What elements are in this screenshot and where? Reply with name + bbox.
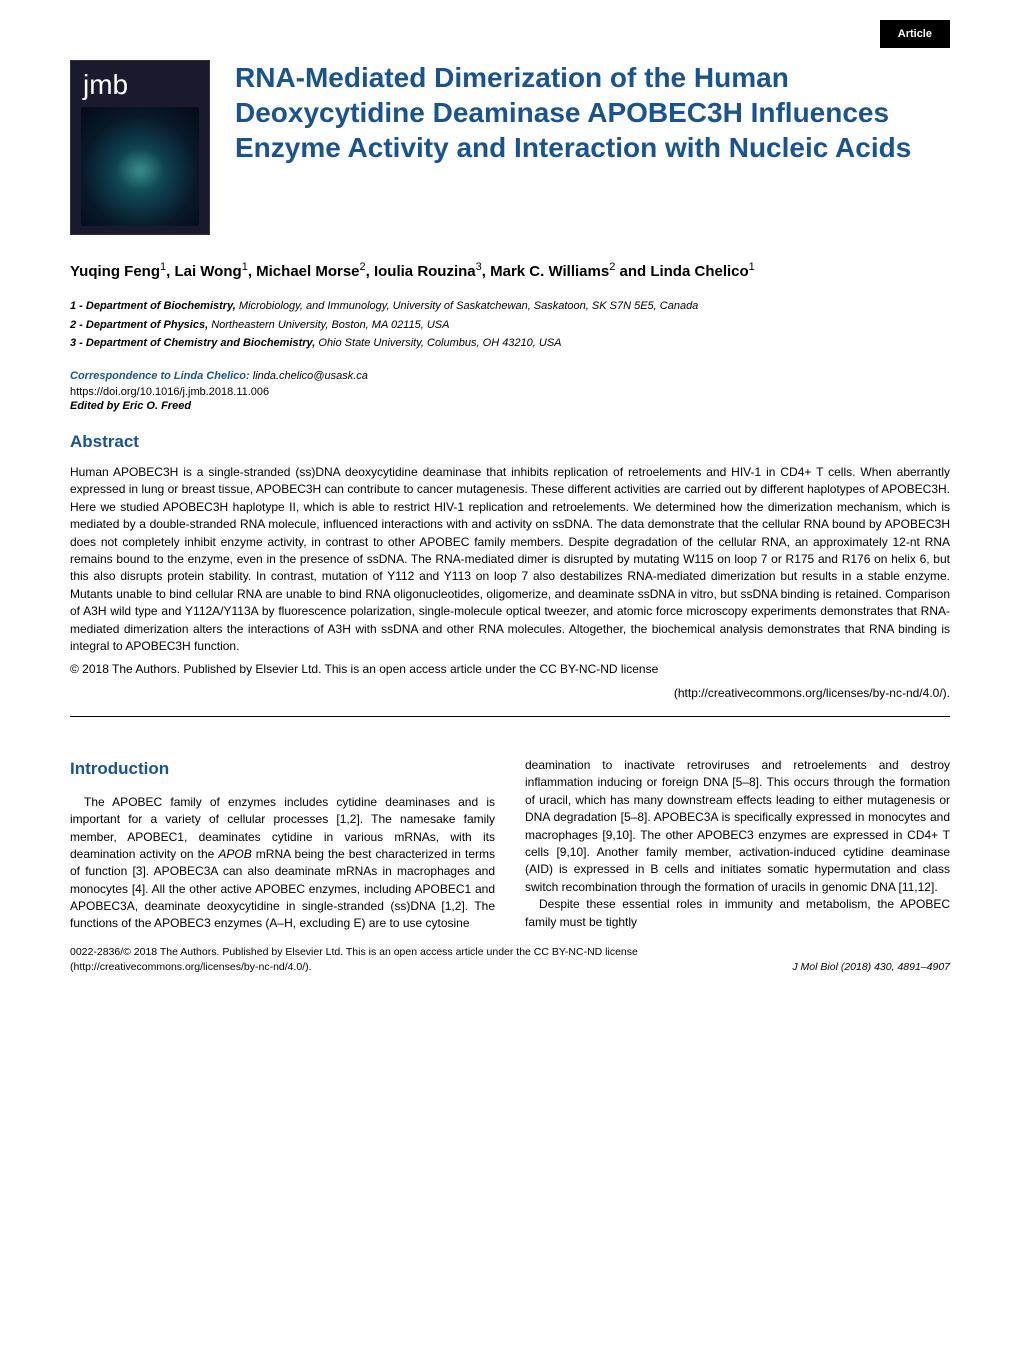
- column-right: deamination to inactivate retroviruses a…: [525, 757, 950, 933]
- correspondence-label: Correspondence to Linda Chelico:: [70, 370, 250, 382]
- intro-paragraph-2: Despite these essential roles in immunit…: [525, 896, 950, 931]
- footer-citation: J Mol Biol (2018) 430, 4891–4907: [772, 960, 950, 975]
- abstract-copyright: © 2018 The Authors. Published by Elsevie…: [70, 661, 950, 678]
- author-list: Yuqing Feng1, Lai Wong1, Michael Morse2,…: [70, 260, 950, 282]
- affiliation-line: 1 - Department of Biochemistry, Microbio…: [70, 298, 950, 315]
- header-block: jmb RNA-Mediated Dimerization of the Hum…: [70, 60, 950, 235]
- journal-logo: jmb: [70, 60, 210, 235]
- abstract-heading: Abstract: [70, 432, 950, 452]
- title-block: RNA-Mediated Dimerization of the Human D…: [235, 60, 950, 179]
- affiliation-line: 3 - Department of Chemistry and Biochemi…: [70, 335, 950, 352]
- article-page: Article jmb RNA-Mediated Dimerization of…: [0, 0, 1020, 1014]
- introduction-heading: Introduction: [70, 757, 495, 782]
- intro-paragraph-1: The APOBEC family of enzymes includes cy…: [70, 794, 495, 933]
- correspondence-line: Correspondence to Linda Chelico: linda.c…: [70, 368, 950, 385]
- doi-link[interactable]: https://doi.org/10.1016/j.jmb.2018.11.00…: [70, 386, 950, 398]
- footer-block: 0022-2836/© 2018 The Authors. Published …: [70, 945, 950, 974]
- edited-by-line: Edited by Eric O. Freed: [70, 400, 950, 412]
- correspondence-email: linda.chelico@usask.ca: [253, 370, 368, 382]
- journal-cover-image: [81, 107, 199, 226]
- body-two-column: Introduction The APOBEC family of enzyme…: [70, 757, 950, 933]
- intro-paragraph-1-cont: deamination to inactivate retroviruses a…: [525, 757, 950, 896]
- section-divider: [70, 716, 950, 717]
- article-type-badge: Article: [880, 20, 950, 48]
- abstract-body: Human APOBEC3H is a single-stranded (ss)…: [70, 464, 950, 655]
- affiliation-line: 2 - Department of Physics, Northeastern …: [70, 317, 950, 334]
- column-left: Introduction The APOBEC family of enzyme…: [70, 757, 495, 933]
- abstract-license-url: (http://creativecommons.org/licenses/by-…: [70, 685, 950, 702]
- footer-license-text: 0022-2836/© 2018 The Authors. Published …: [70, 945, 772, 974]
- article-title: RNA-Mediated Dimerization of the Human D…: [235, 60, 950, 165]
- journal-logo-text: jmb: [83, 69, 128, 101]
- affiliations-block: 1 - Department of Biochemistry, Microbio…: [70, 298, 950, 352]
